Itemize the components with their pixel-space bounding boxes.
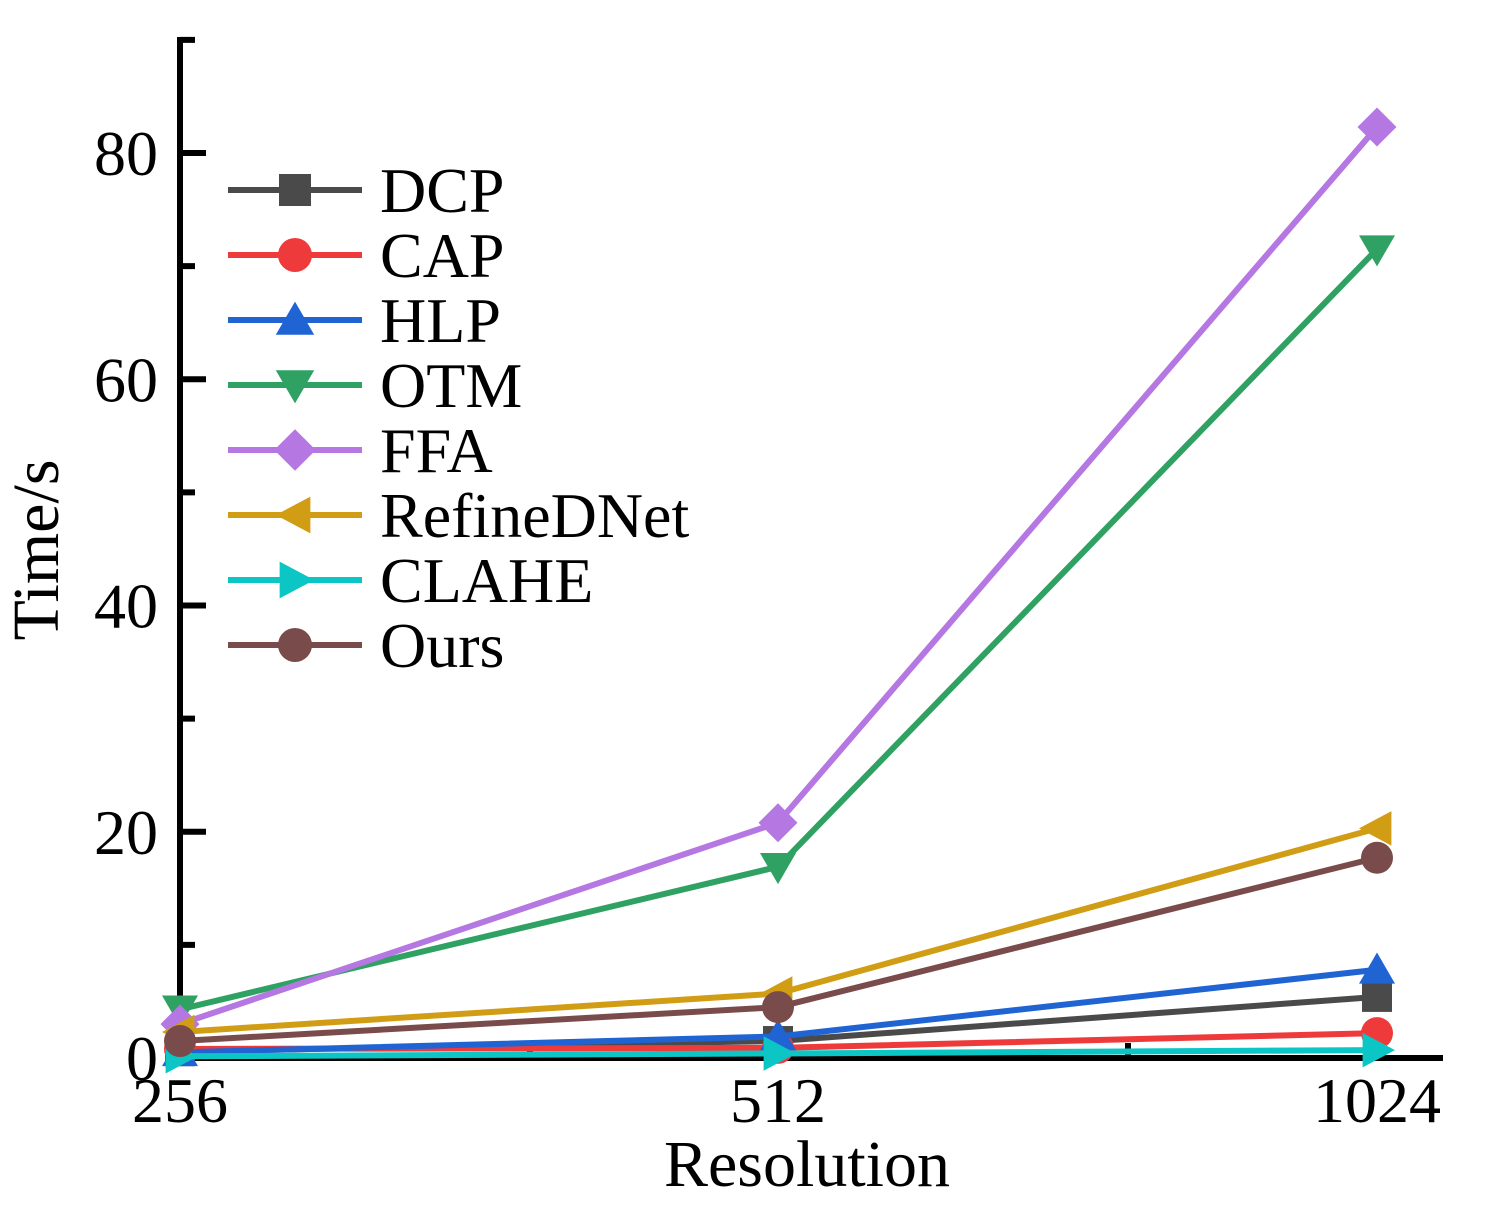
- legend-item-hlp: HLP: [228, 285, 501, 356]
- legend-marker-triangle-right-icon: [279, 561, 315, 599]
- y-axis-title: Time/s: [0, 460, 73, 641]
- series-line-otm: [177, 246, 1380, 1013]
- y-tick-label: 40: [94, 571, 158, 642]
- legend-label: CLAHE: [380, 545, 593, 616]
- legend-item-ours: Ours: [228, 610, 504, 681]
- legend-marker-circle-icon: [278, 628, 312, 662]
- x-tick-label: 1024: [1313, 1065, 1441, 1136]
- legend-marker-triangle-left-icon: [275, 496, 311, 534]
- legend-item-cap: CAP: [228, 220, 505, 291]
- y-tick-label: 0: [126, 1023, 158, 1094]
- series-marker-dcp: [1362, 981, 1392, 1012]
- legend-label: OTM: [380, 350, 522, 421]
- legend-label: RefineDNet: [380, 480, 689, 551]
- legend-item-ffa: FFA: [228, 415, 493, 486]
- legend-item-refinednet: RefineDNet: [228, 480, 689, 551]
- legend-marker-diamond-icon: [274, 429, 316, 471]
- series-marker-otm: [760, 853, 796, 885]
- legend-item-otm: OTM: [228, 350, 522, 421]
- legend-marker-circle-icon: [278, 238, 312, 272]
- legend-marker-square-icon: [279, 174, 311, 206]
- series-marker-clahe: [1362, 1032, 1395, 1068]
- series-marker-clahe: [763, 1036, 796, 1071]
- legend-item-dcp: DCP: [228, 155, 505, 226]
- series-marker-ffa: [758, 803, 798, 843]
- series-marker-ours: [1361, 841, 1393, 874]
- x-axis-title: Resolution: [664, 1128, 950, 1201]
- series-marker-refinednet: [1359, 811, 1392, 846]
- legend-label: FFA: [380, 415, 493, 486]
- series-marker-hlp: [1359, 952, 1395, 984]
- x-tick-label: 256: [132, 1065, 228, 1136]
- series-marker-ffa: [1357, 107, 1397, 147]
- legend-item-clahe: CLAHE: [228, 545, 593, 616]
- legend-marker-triangle-down-icon: [275, 370, 315, 404]
- series-marker-ours: [762, 991, 794, 1024]
- legend-label: HLP: [380, 285, 501, 356]
- x-tick-label: 512: [730, 1065, 826, 1136]
- y-tick-label: 80: [94, 118, 158, 189]
- series-marker-otm: [1359, 235, 1395, 267]
- legend-label: DCP: [380, 155, 505, 226]
- y-tick-label: 20: [94, 797, 158, 868]
- legend-label: CAP: [380, 220, 505, 291]
- series-marker-ours: [164, 1025, 196, 1058]
- y-tick-label: 60: [94, 344, 158, 415]
- series-line-ffa: [177, 123, 1380, 1028]
- legend-marker-triangle-up-icon: [275, 301, 315, 335]
- legend-label: Ours: [380, 610, 504, 681]
- plot-area: 0 20 40 60 80 256 512 1024 DCPCAPHLPOTMFFARefine…: [94, 36, 1443, 1136]
